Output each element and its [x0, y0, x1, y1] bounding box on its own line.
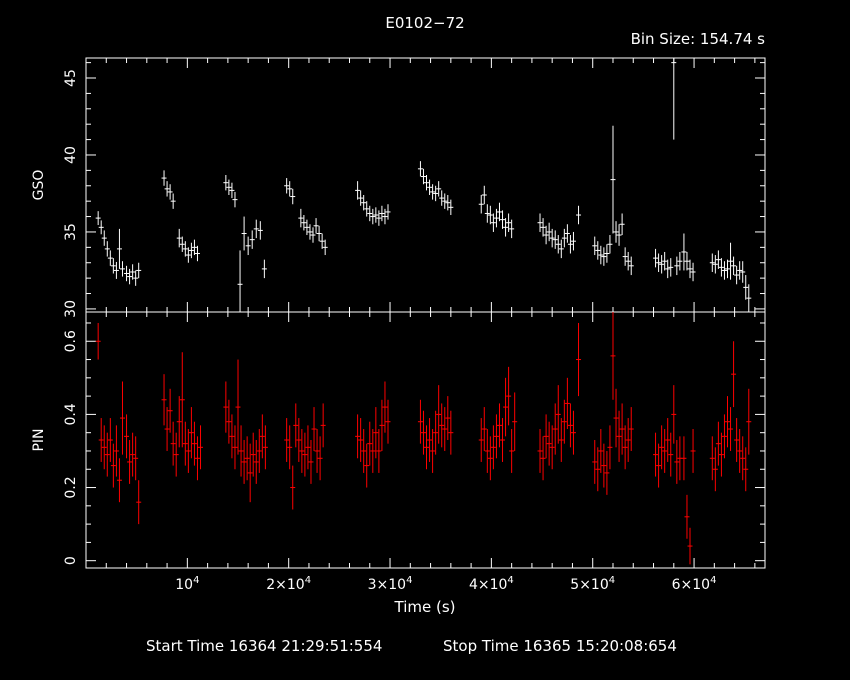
figure-title: E0102−72 [385, 14, 464, 32]
pin-y-axis-label: PIN [31, 428, 47, 451]
x-tick-label: 104 [175, 575, 199, 593]
x-tick-label: 2×104 [266, 575, 311, 593]
x-tick-label: 5×104 [570, 575, 615, 593]
start-time-label: Start Time 16364 21:29:51:554 [146, 637, 382, 655]
stop-time-label: Stop Time 16365 15:20:08:654 [443, 637, 677, 655]
pin-x-ticks: 104 2×104 3×104 4×104 5×104 6×104 [105, 312, 756, 593]
gso-y-axis-label: GSO [31, 170, 47, 201]
gso-y-tick-label: 35 [63, 223, 79, 241]
pin-y-tick-label: 0 [63, 556, 79, 565]
gso-y-ticks: 30 35 40 45 [63, 62, 765, 318]
gso-y-tick-label: 45 [63, 69, 79, 87]
pin-series [95, 312, 752, 565]
gso-y-tick-label: 40 [63, 146, 79, 164]
x-tick-label: 3×104 [368, 575, 413, 593]
gso-x-ticks [105, 58, 756, 312]
gso-panel: 30 35 40 45 GSO [31, 57, 766, 318]
pin-y-tick-label: 0.2 [63, 476, 79, 498]
x-tick-label: 6×104 [672, 575, 717, 593]
pin-y-tick-label: 0.4 [63, 403, 79, 425]
pin-y-tick-label: 0.6 [63, 330, 79, 352]
bin-size-label: Bin Size: 154.74 s [631, 30, 766, 48]
pin-panel-frame [85, 311, 766, 569]
gso-panel-frame [85, 57, 766, 313]
x-tick-label: 4×104 [469, 575, 514, 593]
pin-y-ticks: 0 0.2 0.4 0.6 [63, 322, 765, 565]
gso-y-tick-label: 30 [63, 300, 79, 318]
gso-series [95, 58, 752, 312]
pin-panel: 104 2×104 3×104 4×104 5×104 6×104 00.20.40.6 … [31, 311, 766, 616]
x-axis-label: Time (s) [394, 598, 456, 616]
